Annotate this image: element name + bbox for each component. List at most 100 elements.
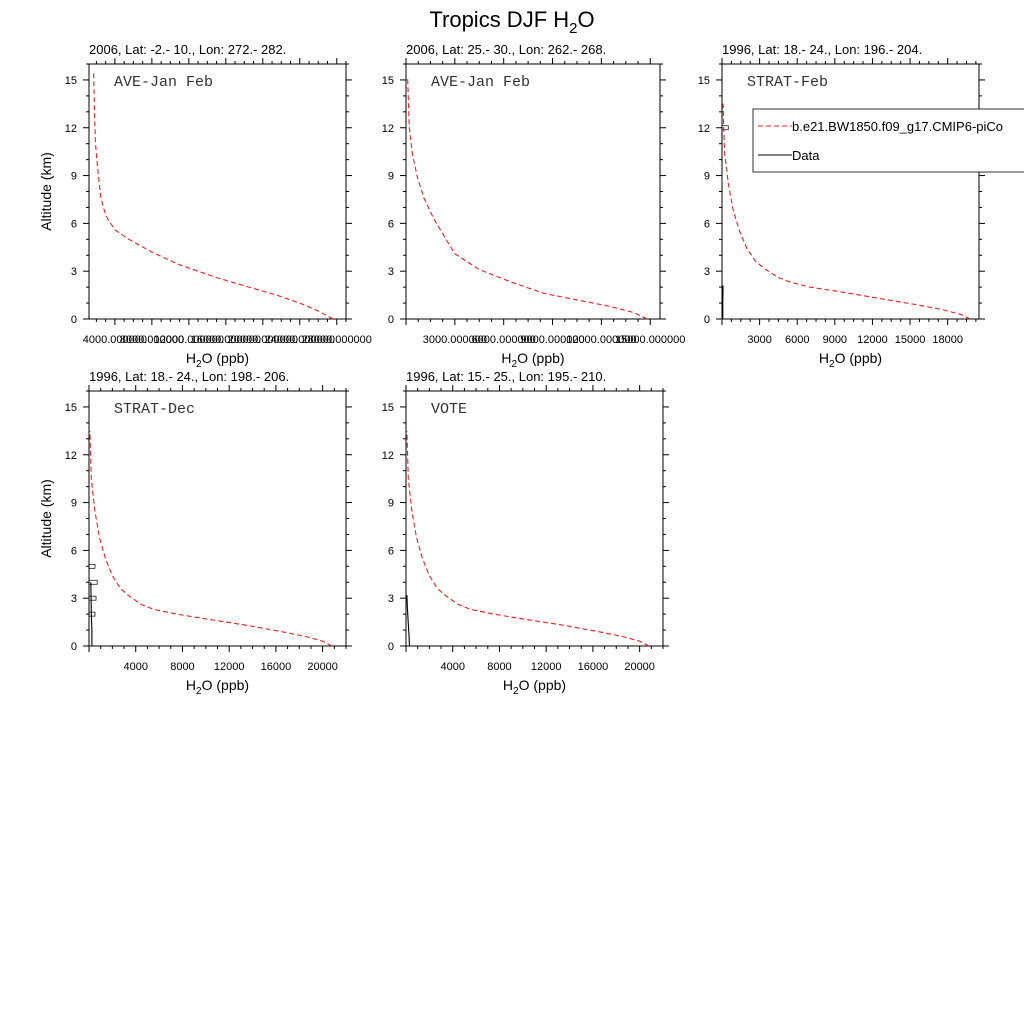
- x-tick-label: 3000.000000: [423, 334, 487, 346]
- y-tick-label: 12: [382, 450, 394, 462]
- x-axis-label-sub: 2: [513, 686, 519, 697]
- x-tick-label: 9000.000000: [520, 334, 584, 346]
- y-tick-label: 3: [388, 266, 394, 278]
- y-tick-label: 9: [388, 171, 394, 183]
- x-axis-label-sub: 2: [196, 359, 202, 370]
- y-tick-label: 6: [704, 218, 710, 230]
- data-series-line: [406, 594, 411, 647]
- campaign-label: VOTE: [431, 401, 467, 418]
- y-tick-label: 6: [71, 218, 77, 230]
- y-tick-label: 15: [698, 75, 710, 87]
- y-tick-label: 0: [388, 314, 394, 326]
- data-box: [88, 563, 96, 569]
- panel-5: 0 3 6 9 12 15 4000 8000 12000 16000 20000 1996, Lat…: [382, 369, 669, 697]
- x-tick-label: 3000: [747, 334, 771, 346]
- y-axis-label: Altitude (km): [38, 152, 54, 231]
- data-box: [721, 125, 729, 131]
- panel-title: 2006, Lat: 25.- 30., Lon: 262.- 268.: [406, 42, 606, 57]
- figure-title-sub: 2: [569, 20, 577, 37]
- model-series-line: [89, 430, 333, 647]
- x-axis-label-sub: 2: [196, 686, 202, 697]
- x-axis-label: H2O (ppb): [819, 350, 882, 370]
- x-axis-label-tail: O (ppb): [202, 350, 249, 366]
- data-series-line: [90, 582, 93, 646]
- y-tick-label: 12: [65, 123, 77, 135]
- panel-4: 0 3 6 9 12 15 4000 8000 12000 16000 20000 1996, Lat…: [38, 369, 352, 697]
- x-tick-label: 18000: [932, 334, 963, 346]
- x-tick-label: 15000: [895, 334, 926, 346]
- y-tick-label: 0: [71, 314, 77, 326]
- x-axis-label-main: H: [501, 350, 511, 366]
- x-tick-label: 8000: [487, 661, 511, 673]
- y-tick-label: 12: [698, 123, 710, 135]
- legend-data-label: Data: [792, 148, 820, 163]
- y-tick-label: 6: [388, 545, 394, 557]
- x-axis-label-main: H: [186, 350, 196, 366]
- plot-frame: [405, 63, 661, 320]
- model-series-line: [406, 430, 650, 647]
- x-axis-label-sub: 2: [512, 359, 518, 370]
- y-tick-label: 9: [71, 498, 77, 510]
- y-tick-label: 3: [388, 593, 394, 605]
- x-axis-label-main: H: [819, 350, 829, 366]
- x-tick-label: 12000: [214, 661, 245, 673]
- x-tick-label: 16000: [261, 661, 292, 673]
- x-tick-label: 4000: [440, 661, 464, 673]
- data-box: [88, 595, 97, 601]
- panel-title: 2006, Lat: -2.- 10., Lon: 272.- 282.: [89, 42, 286, 57]
- campaign-label: AVE-Jan Feb: [114, 74, 213, 91]
- y-tick-label: 3: [71, 593, 77, 605]
- x-tick-label: 24000.000000: [265, 334, 335, 346]
- y-tick-label: 12: [382, 123, 394, 135]
- data-box: [88, 579, 98, 585]
- figure-title: Tropics DJF H2O: [429, 7, 594, 37]
- x-tick-label: 9000: [823, 334, 847, 346]
- panel-title: 1996, Lat: 18.- 24., Lon: 198.- 206.: [89, 369, 289, 384]
- y-tick-label: 6: [71, 545, 77, 557]
- x-axis-label: H2O (ppb): [501, 350, 564, 370]
- x-tick-label: 6000: [785, 334, 809, 346]
- y-tick-label: 9: [71, 171, 77, 183]
- plot-frame: [721, 63, 980, 320]
- y-tick-label: 9: [388, 498, 394, 510]
- y-tick-label: 15: [382, 75, 394, 87]
- x-tick-label: 12000: [857, 334, 888, 346]
- y-tick-label: 0: [388, 641, 394, 653]
- y-tick-label: 9: [704, 171, 710, 183]
- x-axis-label-tail: O (ppb): [519, 677, 566, 693]
- figure-title-tail: O: [577, 7, 594, 32]
- x-axis-label-tail: O (ppb): [202, 677, 249, 693]
- x-tick-label: 8000: [170, 661, 194, 673]
- y-axis-label: Altitude (km): [38, 479, 54, 558]
- legend: b.e21.BW1850.f09_g17.CMIP6-piCo Data: [752, 108, 1024, 173]
- x-tick-label: 8000.000000: [120, 334, 184, 346]
- model-series-line: [722, 103, 971, 320]
- x-tick-label: 16000: [578, 661, 609, 673]
- x-tick-label: 20000: [307, 661, 338, 673]
- campaign-label: STRAT-Feb: [747, 74, 828, 91]
- x-tick-label: 4000: [123, 661, 147, 673]
- x-tick-label: 12000.000000: [566, 334, 636, 346]
- y-tick-label: 15: [382, 402, 394, 414]
- model-series-line: [407, 76, 648, 320]
- campaign-label: STRAT-Dec: [114, 401, 195, 418]
- figure-title-main: Tropics DJF H: [429, 7, 569, 32]
- panel-3: 0 3 6 9 12 15 3000 6000 9000 12000 15000 18000 1996,…: [698, 42, 985, 370]
- y-tick-label: 0: [71, 641, 77, 653]
- x-tick-label: 16000.000000: [191, 334, 261, 346]
- x-tick-label: 20000: [624, 661, 655, 673]
- x-tick-label: 12000: [531, 661, 562, 673]
- x-tick-label: 4000.000000: [83, 334, 147, 346]
- panel-1: 0 3 6 9 12 15 4000.0000008000.00000012000.0000…: [38, 42, 372, 370]
- data-box: [88, 611, 96, 617]
- plot-frame: [88, 390, 347, 647]
- x-axis-label: H2O (ppb): [186, 350, 249, 370]
- x-tick-label: 6000.000000: [472, 334, 536, 346]
- panel-title: 1996, Lat: 15.- 25., Lon: 195.- 210.: [406, 369, 606, 384]
- x-axis-label: H2O (ppb): [503, 677, 566, 697]
- y-tick-label: 0: [704, 314, 710, 326]
- y-tick-label: 15: [65, 402, 77, 414]
- x-tick-label: 20000.000000: [228, 334, 298, 346]
